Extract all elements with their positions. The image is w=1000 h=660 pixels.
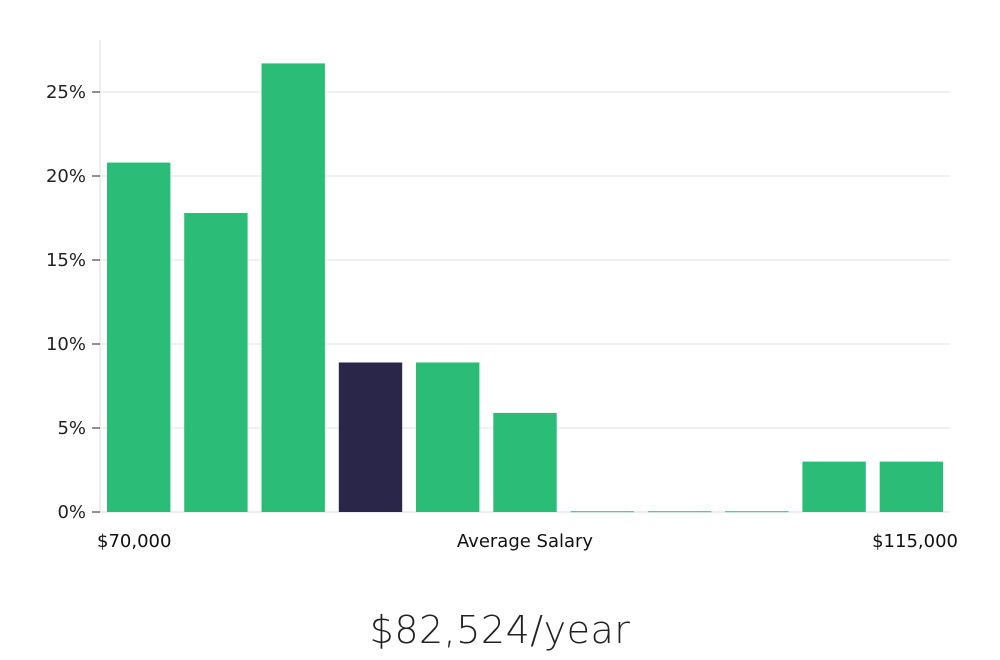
bar <box>725 511 789 513</box>
bar <box>570 511 634 513</box>
bar <box>261 63 325 513</box>
bar <box>416 362 480 512</box>
y-tick-label: 10% <box>46 334 86 355</box>
x-axis-min-label: $70,000 <box>97 531 171 552</box>
bar <box>647 511 712 513</box>
y-axis-ticks: 0% 5% 10% 15% 20% 25% <box>46 82 100 523</box>
y-tick-label: 0% <box>57 502 86 523</box>
bar-highlighted <box>338 362 403 512</box>
bar <box>879 461 944 512</box>
x-axis-max-label: $115,000 <box>872 531 958 552</box>
average-salary-value: $82,524/year <box>369 608 631 652</box>
bar <box>184 213 248 512</box>
y-tick-label: 5% <box>57 418 86 439</box>
salary-histogram-chart: 0%5%10%15%20%25% $70,000 Average Salary … <box>46 40 958 552</box>
bar <box>802 461 866 512</box>
y-tick-label: 15% <box>46 250 86 271</box>
bars <box>107 63 944 513</box>
bar <box>107 162 171 512</box>
y-tick-label: 25% <box>46 82 86 103</box>
bar <box>493 412 557 512</box>
x-axis-title: Average Salary <box>457 531 594 552</box>
y-tick-label: 20% <box>46 166 86 187</box>
